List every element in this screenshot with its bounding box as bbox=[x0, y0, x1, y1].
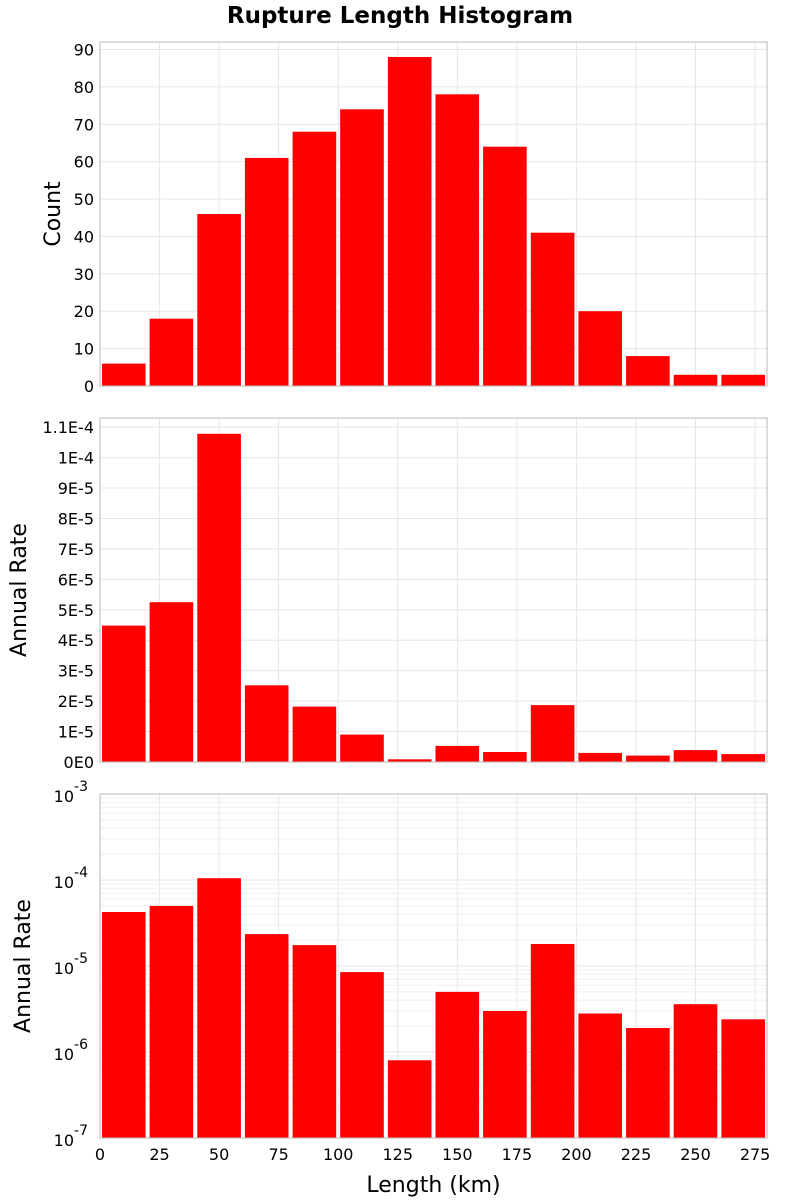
x-tick-label: 25 bbox=[149, 1145, 169, 1164]
bar bbox=[292, 945, 337, 1138]
y-tick-label: 90 bbox=[74, 40, 94, 59]
x-tick-label: 275 bbox=[740, 1145, 771, 1164]
x-tick-label: 250 bbox=[680, 1145, 711, 1164]
bar bbox=[149, 602, 194, 762]
y-tick-label: 4E-5 bbox=[58, 631, 94, 650]
bar bbox=[435, 745, 480, 762]
bar bbox=[387, 1060, 432, 1138]
bar bbox=[244, 157, 289, 386]
plot-frame bbox=[99, 793, 768, 1139]
chart-title: Rupture Length Histogram bbox=[227, 3, 573, 29]
y-tick-label: 30 bbox=[74, 265, 94, 284]
y-tick-label: 5E-5 bbox=[58, 601, 94, 620]
bar bbox=[530, 944, 575, 1138]
x-tick-label: 225 bbox=[621, 1145, 652, 1164]
bar bbox=[483, 146, 527, 386]
y-tick-label: 80 bbox=[74, 78, 94, 97]
bar bbox=[578, 1013, 622, 1138]
plot-frame bbox=[99, 41, 768, 387]
bar bbox=[673, 750, 718, 762]
bar bbox=[673, 1004, 718, 1138]
bar bbox=[721, 374, 765, 386]
x-tick-label: 175 bbox=[502, 1145, 533, 1164]
y-tick-label: 50 bbox=[74, 190, 94, 209]
bar bbox=[149, 318, 194, 386]
y-axis-label: Count bbox=[41, 181, 66, 247]
x-tick-label: 0 bbox=[95, 1145, 105, 1164]
y-tick-label: 1E-5 bbox=[58, 723, 94, 742]
bar bbox=[102, 625, 146, 762]
y-tick-label: 6E-5 bbox=[58, 570, 94, 589]
y-tick-label: 7E-5 bbox=[58, 540, 94, 559]
bar bbox=[435, 94, 480, 387]
y-tick-label: 20 bbox=[74, 302, 94, 321]
x-tick-label: 125 bbox=[382, 1145, 413, 1164]
x-tick-label: 100 bbox=[323, 1145, 354, 1164]
bar bbox=[578, 311, 622, 386]
bar bbox=[340, 972, 384, 1138]
y-axis-label: Annual Rate bbox=[11, 899, 36, 1033]
bar bbox=[244, 685, 289, 762]
bar bbox=[483, 1011, 527, 1138]
annual-rate-linear-panel: 0E0 1E-5 2E-5 3E-5 4E-5 5E-5 6E-5 7E-5 8E-5 9E-5 1… bbox=[7, 417, 768, 772]
bar bbox=[292, 706, 337, 762]
bar bbox=[340, 734, 384, 762]
bar bbox=[530, 232, 575, 386]
y-tick-label: 70 bbox=[74, 115, 94, 134]
y-tick-label: 10-7 bbox=[54, 1123, 88, 1150]
x-tick-label: 150 bbox=[442, 1145, 473, 1164]
bar bbox=[292, 131, 337, 386]
y-tick-label: 9E-5 bbox=[58, 479, 94, 498]
x-tick-label: 50 bbox=[209, 1145, 229, 1164]
bar bbox=[530, 705, 575, 762]
y-tick-label: 10-5 bbox=[54, 951, 88, 978]
y-tick-label: 0E0 bbox=[64, 753, 94, 772]
plot-frame bbox=[99, 417, 768, 763]
x-axis-label: Length (km) bbox=[366, 1173, 500, 1198]
bar bbox=[149, 905, 194, 1138]
y-tick-label: 10-6 bbox=[54, 1037, 88, 1064]
bar bbox=[483, 752, 527, 762]
bar bbox=[673, 374, 718, 386]
x-tick-label: 75 bbox=[268, 1145, 288, 1164]
bar bbox=[102, 363, 146, 386]
x-tick-label: 200 bbox=[561, 1145, 592, 1164]
bar bbox=[387, 759, 432, 762]
y-tick-label: 10-3 bbox=[54, 779, 88, 806]
annual-rate-log-panel: 10-7 10-6 10-5 10-4 10-3 Annual Rate 0 25 50 75 10… bbox=[11, 779, 770, 1198]
bar bbox=[340, 109, 384, 387]
y-tick-label: 0 bbox=[84, 377, 94, 396]
y-tick-label: 1.1E-4 bbox=[42, 418, 94, 437]
bar bbox=[197, 878, 241, 1138]
y-tick-label: 40 bbox=[74, 227, 94, 246]
bar bbox=[435, 991, 480, 1138]
y-tick-label: 10-4 bbox=[54, 865, 88, 892]
bar bbox=[244, 934, 289, 1138]
bar bbox=[626, 755, 670, 762]
bar bbox=[197, 214, 241, 386]
bar bbox=[387, 57, 432, 386]
bar bbox=[102, 912, 146, 1138]
y-tick-label: 10 bbox=[74, 340, 94, 359]
bar bbox=[197, 433, 241, 762]
y-tick-label: 3E-5 bbox=[58, 662, 94, 681]
bar bbox=[626, 356, 670, 386]
y-axis-label: Annual Rate bbox=[7, 523, 32, 657]
count-panel: 0 10 20 30 40 50 60 70 80 90 Count bbox=[41, 40, 768, 396]
bar bbox=[721, 1019, 765, 1138]
y-tick-label: 2E-5 bbox=[58, 692, 94, 711]
bar bbox=[626, 1028, 670, 1138]
y-tick-label: 8E-5 bbox=[58, 509, 94, 528]
bar bbox=[721, 754, 765, 762]
y-tick-label: 1E-4 bbox=[58, 449, 94, 468]
y-tick-label: 60 bbox=[74, 153, 94, 172]
bar bbox=[578, 752, 622, 762]
